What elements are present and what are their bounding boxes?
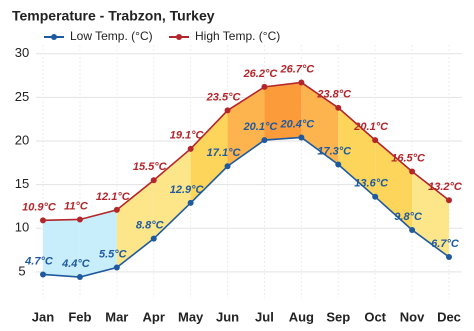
point (409, 168, 416, 175)
value-label: 17.3°C (317, 145, 352, 157)
range-fill (190, 110, 228, 203)
point (446, 197, 452, 204)
value-label: 12.9°C (170, 184, 205, 196)
value-label: 26.7°C (279, 63, 315, 75)
point (335, 104, 342, 111)
point (76, 216, 83, 223)
value-label: 8.8°C (136, 220, 165, 232)
point (40, 217, 46, 224)
point (224, 163, 231, 170)
point (298, 79, 305, 86)
y-tick-label: 5 (18, 263, 25, 278)
legend-marker (51, 34, 57, 40)
value-label: 11°C (64, 200, 89, 212)
point (187, 145, 194, 152)
x-tick-label: Mar (105, 309, 128, 324)
value-label: 6.7°C (431, 238, 460, 250)
point (372, 137, 379, 144)
value-label: 12.1°C (96, 191, 131, 203)
chart-title: Temperature - Trabzon, Turkey (12, 8, 215, 24)
x-tick-label: Jul (255, 309, 274, 324)
value-label: 10.9°C (22, 201, 57, 213)
point (113, 206, 120, 213)
x-tick-label: May (178, 309, 204, 324)
range-fill (338, 107, 376, 197)
series-line (42, 136, 450, 278)
range-fill (43, 219, 80, 278)
value-label: 13.2°C (428, 181, 463, 193)
x-tick-label: Jan (32, 309, 54, 324)
x-tick-label: Feb (68, 309, 91, 324)
point (409, 226, 416, 233)
legend-label: Low Temp. (°C) (70, 29, 153, 43)
value-label: 20.4°C (279, 118, 315, 130)
value-label: 20.1°C (243, 121, 279, 133)
point (224, 107, 231, 114)
value-label: 9.8°C (394, 211, 423, 223)
x-tick-label: Nov (400, 309, 425, 324)
range-fill (264, 82, 302, 141)
x-tick-label: Jun (216, 309, 239, 324)
series-line (42, 81, 450, 222)
point (446, 253, 452, 260)
range-fill (79, 209, 117, 278)
point (261, 137, 268, 144)
legend-marker (176, 34, 182, 40)
point (76, 274, 83, 281)
x-tick-label: Aug (289, 309, 314, 324)
x-tick-label: Oct (364, 309, 386, 324)
y-tick-label: 10 (15, 220, 29, 235)
x-tick-label: Apr (143, 309, 165, 324)
value-label: 17.1°C (207, 147, 242, 159)
point (150, 177, 157, 184)
point (113, 264, 120, 271)
point (335, 161, 342, 168)
value-label: 5.5°C (99, 248, 128, 260)
value-label: 26.2°C (243, 68, 279, 80)
range-fill (412, 171, 449, 257)
range-fill (153, 148, 191, 239)
value-label: 4.7°C (24, 255, 54, 267)
value-label: 4.4°C (61, 258, 91, 270)
value-label: 23.8°C (316, 89, 352, 101)
value-label: 13.6°C (354, 178, 389, 190)
point (150, 235, 157, 242)
y-tick-label: 30 (15, 45, 29, 60)
x-tick-label: Sep (326, 309, 350, 324)
value-label: 20.1°C (353, 121, 389, 133)
point (372, 193, 379, 200)
legend-label: High Temp. (°C) (195, 29, 280, 43)
point (298, 134, 305, 141)
point (261, 83, 268, 90)
y-tick-label: 20 (15, 132, 29, 147)
y-tick-label: 15 (15, 176, 29, 191)
value-label: 15.5°C (133, 161, 168, 173)
y-tick-label: 25 (15, 89, 29, 104)
value-label: 16.5°C (391, 152, 426, 164)
range-fill (375, 140, 413, 230)
x-tick-label: Dec (437, 309, 461, 324)
value-label: 23.5°C (206, 91, 242, 103)
point (187, 199, 194, 206)
value-label: 19.1°C (170, 130, 205, 142)
point (40, 271, 46, 278)
